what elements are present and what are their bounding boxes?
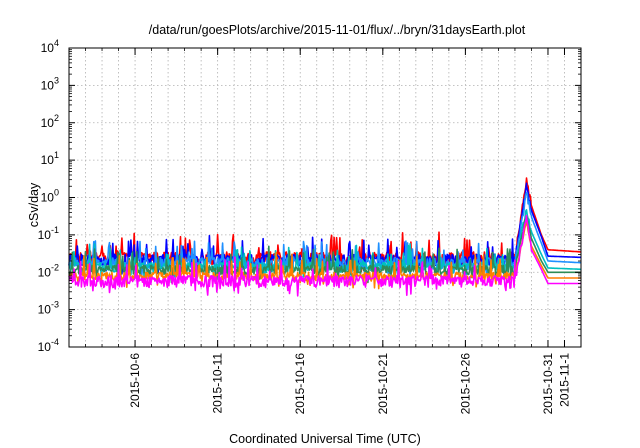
chart-title: /data/run/goesPlots/archive/2015-11-01/f… (149, 23, 526, 37)
y-tick-base: 10 (38, 265, 52, 279)
y-tick-exponent: 4 (54, 38, 59, 48)
y-tick-base: 10 (41, 41, 55, 55)
y-tick-base: 10 (38, 340, 52, 354)
y-tick-label: 100 (41, 188, 59, 205)
x-tick-labels: 2015-10-6 2015-10-11 2015-10-16 2015-10-21 2… (128, 353, 571, 415)
y-tick-exponent: 2 (54, 113, 59, 123)
x-tick-label: 2015-11-1 (557, 353, 571, 407)
y-tick-label: 10-1 (38, 225, 59, 242)
y-tick-label: 103 (41, 75, 59, 92)
y-tick-label: 10-3 (38, 300, 59, 317)
y-tick-exponent: -4 (51, 337, 59, 347)
y-tick-exponent: 3 (54, 75, 59, 85)
series-line-6 (68, 217, 581, 290)
y-tick-label: 10-4 (38, 337, 59, 354)
y-tick-exponent: 0 (54, 188, 59, 198)
x-tick-label: 2015-10-31 (541, 353, 555, 415)
y-tick-base: 10 (41, 153, 55, 167)
y-tick-base: 10 (38, 303, 52, 317)
y-tick-exponent: -1 (51, 225, 59, 235)
y-tick-exponent: 1 (54, 150, 59, 160)
series-group (68, 177, 582, 297)
x-tick-label: 2015-10-11 (211, 353, 225, 414)
y-tick-label: 10-2 (38, 262, 59, 279)
y-tick-exponent: -2 (51, 262, 59, 272)
y-axis-label: cSv/day (27, 182, 41, 227)
x-tick-label: 2015-10-16 (293, 353, 307, 415)
y-tick-exponent: -3 (51, 300, 59, 310)
y-tick-label: 101 (41, 150, 59, 167)
series-line-7 (68, 214, 581, 297)
y-tick-base: 10 (41, 78, 55, 92)
y-tick-label: 104 (41, 38, 59, 55)
y-tick-base: 10 (41, 191, 55, 205)
grid (69, 48, 581, 347)
x-tick-label: 2015-10-21 (376, 353, 390, 415)
x-axis-label: Coordinated Universal Time (UTC) (229, 432, 421, 446)
ticks (68, 47, 582, 348)
x-tick-label: 2015-10-6 (128, 353, 142, 408)
y-tick-base: 10 (41, 116, 55, 130)
y-tick-base: 10 (38, 228, 52, 242)
y-tick-label: 102 (41, 113, 59, 130)
x-tick-label: 2015-10-26 (458, 353, 472, 415)
